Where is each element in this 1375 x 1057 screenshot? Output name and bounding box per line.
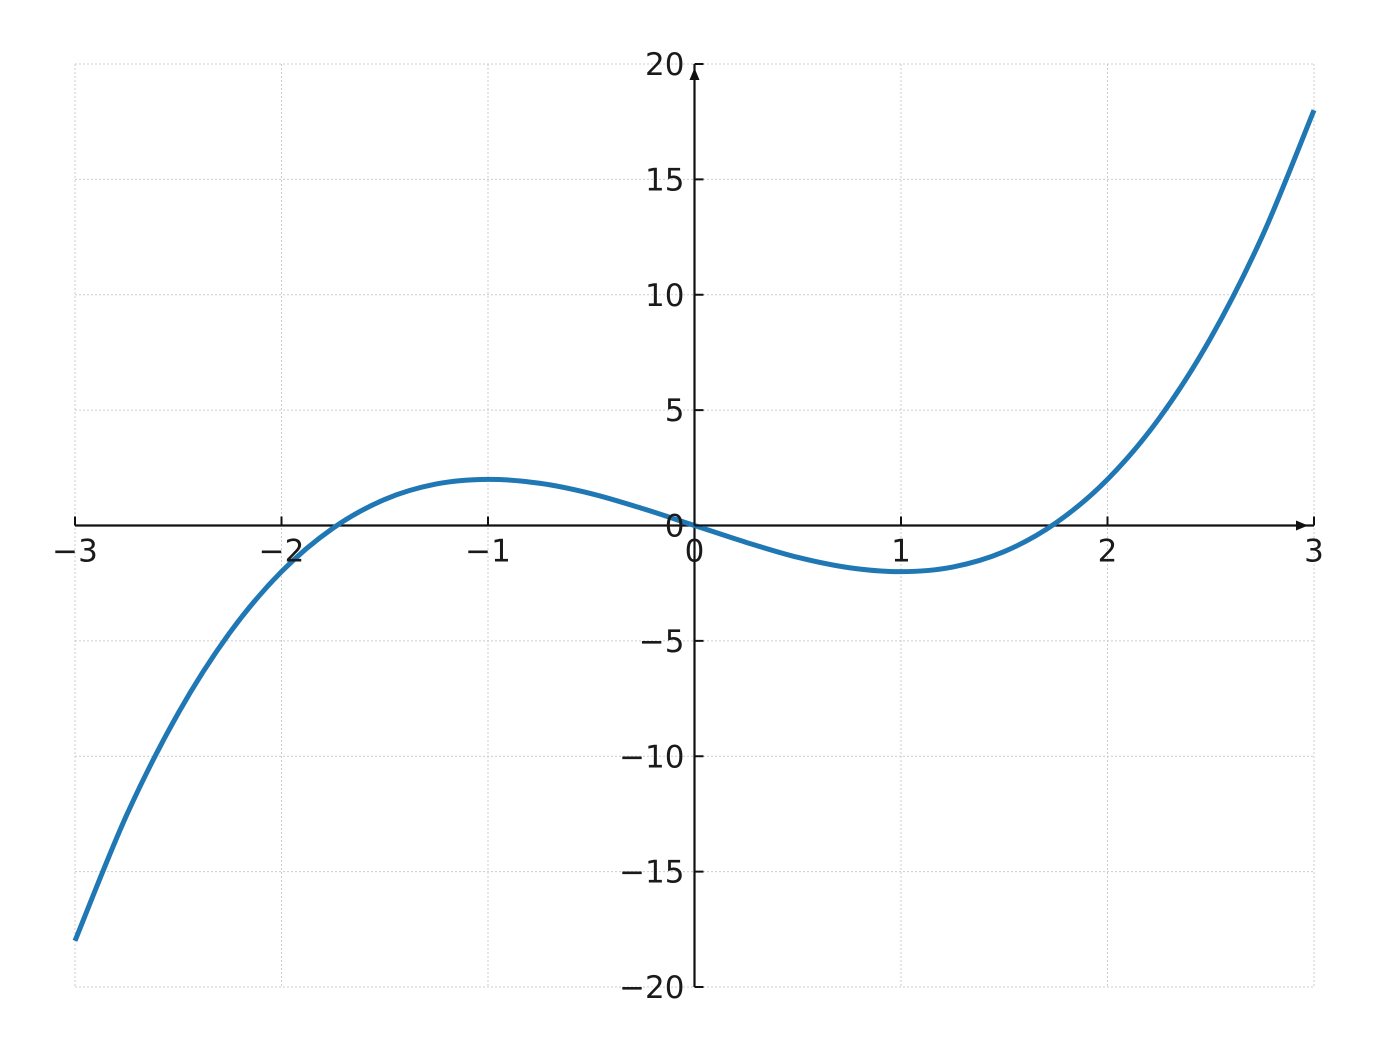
x-tick-label: −2	[259, 534, 305, 570]
x-tick-label: −1	[465, 534, 511, 570]
x-tick-label: 3	[1304, 534, 1324, 570]
y-tick-label: −15	[619, 855, 684, 891]
y-tick-label: 10	[645, 278, 684, 314]
y-tick-label: 20	[645, 47, 684, 83]
y-tick-label: −20	[619, 970, 684, 1006]
x-axis-arrowhead	[1296, 520, 1308, 531]
x-tick-label: 2	[1098, 534, 1118, 570]
y-tick-label: 15	[645, 162, 684, 198]
y-tick-label: −5	[639, 624, 685, 660]
x-tick-label: 1	[891, 534, 911, 570]
y-tick-label: −10	[619, 739, 684, 775]
y-axis-arrowhead	[689, 68, 700, 80]
x-tick-label: −3	[52, 534, 98, 570]
y-tick-label: 0	[665, 509, 685, 545]
x-tick-label: 0	[685, 534, 705, 570]
y-tick-label: 5	[665, 393, 685, 429]
